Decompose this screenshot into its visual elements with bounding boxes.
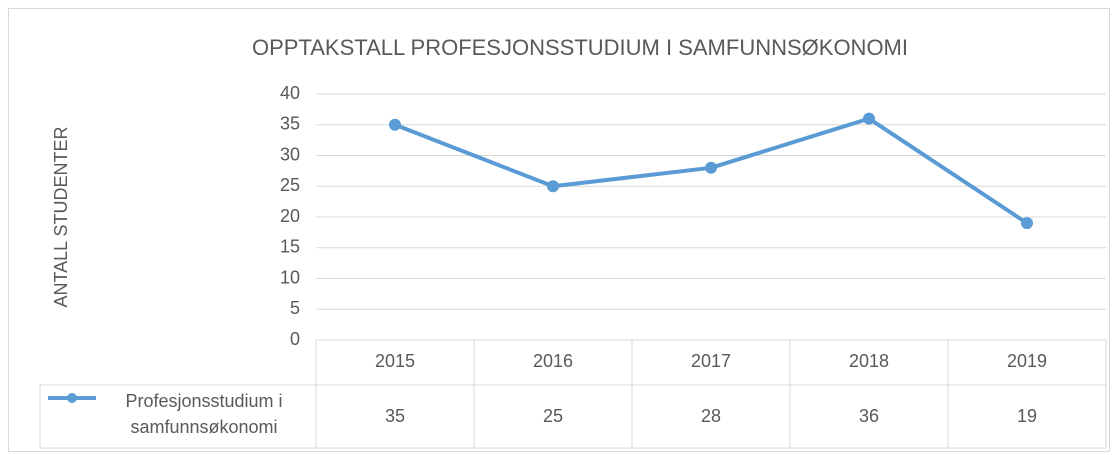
data-point	[863, 112, 875, 125]
table-value: 19	[1017, 406, 1037, 426]
table-value: 28	[701, 406, 721, 426]
data-point	[705, 161, 717, 174]
data-point	[547, 180, 559, 193]
y-tick-label: 5	[290, 298, 300, 318]
table-value: 25	[543, 406, 563, 426]
y-tick-label: 15	[280, 237, 300, 257]
x-tick-label: 2017	[691, 351, 731, 371]
data-point	[389, 118, 401, 131]
chart-title: OPPTAKSTALL PROFESJONSSTUDIUM I SAMFUNNS…	[252, 35, 908, 60]
x-tick-label: 2019	[1007, 351, 1047, 371]
x-tick-label: 2016	[533, 351, 573, 371]
y-tick-label: 30	[280, 144, 300, 164]
y-tick-label: 0	[290, 329, 300, 349]
legend-label: Profesjonsstudium i samfunnsøkonomi	[125, 391, 283, 437]
data-point	[1021, 217, 1033, 230]
chart-border	[8, 8, 1110, 452]
x-tick-label: 2018	[849, 351, 889, 371]
table-value: 36	[859, 406, 879, 426]
legend-marker	[67, 393, 77, 403]
x-tick-label: 2015	[375, 351, 415, 371]
table-value: 35	[385, 406, 405, 426]
y-tick-label: 20	[280, 206, 300, 226]
y-tick-label: 10	[280, 267, 300, 287]
y-axis-label: ANTALL STUDENTER	[51, 126, 71, 307]
y-tick-label: 40	[280, 83, 300, 103]
y-tick-label: 25	[280, 175, 300, 195]
y-tick-label: 35	[280, 114, 300, 134]
